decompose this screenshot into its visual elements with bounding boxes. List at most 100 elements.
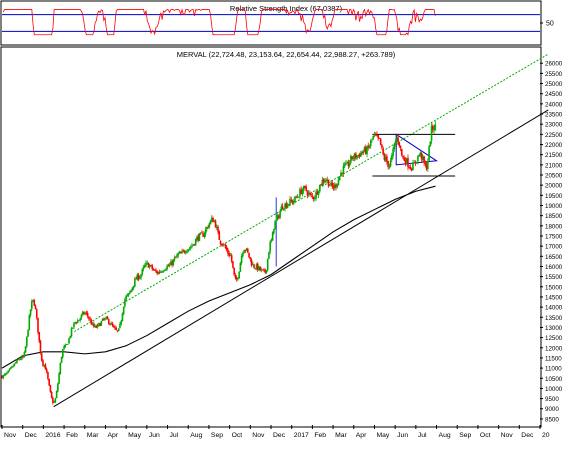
candle <box>2 374 5 380</box>
candle <box>398 141 401 148</box>
candle-body <box>347 162 350 167</box>
candle-body <box>110 323 113 325</box>
candle <box>412 159 414 171</box>
candle <box>352 155 355 162</box>
candle <box>177 251 180 258</box>
candle-body <box>330 182 332 185</box>
candle-body <box>89 318 91 320</box>
candle <box>278 214 280 220</box>
candle <box>13 363 16 367</box>
candle-body <box>348 162 351 166</box>
candle <box>63 344 65 351</box>
candle-body <box>320 184 322 186</box>
candle-body <box>172 259 175 266</box>
candle-body <box>76 320 79 323</box>
candle <box>153 268 156 271</box>
candle-body <box>258 266 260 270</box>
candle <box>405 157 408 166</box>
candle <box>227 247 229 257</box>
candle-body <box>161 271 163 273</box>
candle-body <box>168 264 171 267</box>
candle-body <box>9 367 12 369</box>
candle-body <box>8 369 11 371</box>
candle-body <box>65 344 68 345</box>
x-tick-label: Dec <box>25 432 38 439</box>
candle <box>141 268 144 277</box>
candle <box>325 178 327 183</box>
candle-body <box>287 204 290 205</box>
candle-body <box>57 383 59 392</box>
candle-body <box>83 312 85 315</box>
y-tick-label: 17500 <box>545 233 563 240</box>
candle <box>418 153 420 157</box>
candle-body <box>422 156 424 161</box>
candle-body <box>363 147 366 152</box>
candle <box>74 321 77 325</box>
candle <box>248 252 250 259</box>
candle <box>296 194 299 199</box>
candle <box>417 155 419 165</box>
candle-body <box>340 172 342 177</box>
candle-body <box>64 345 67 347</box>
candle <box>116 329 119 333</box>
candle-body <box>116 330 119 332</box>
candle-body <box>120 320 122 325</box>
candle <box>165 267 167 271</box>
candle-body <box>250 259 253 266</box>
candle <box>105 315 108 320</box>
candle <box>167 263 170 267</box>
candle-body <box>281 206 284 210</box>
candle <box>363 145 366 153</box>
candle-body <box>175 256 177 258</box>
candle-body <box>294 196 296 202</box>
candle <box>234 272 237 280</box>
candle-body <box>67 343 69 345</box>
candle-body <box>60 356 63 363</box>
candle <box>265 270 268 275</box>
candle <box>273 228 275 235</box>
candle-body <box>429 141 432 147</box>
candle <box>75 321 78 325</box>
x-tick-label: Sep <box>211 432 223 439</box>
candle-body <box>256 263 259 271</box>
candle <box>134 277 136 288</box>
candle <box>145 260 147 268</box>
candle-body <box>197 236 199 241</box>
candle <box>355 151 357 161</box>
candle-body <box>53 401 55 403</box>
candle <box>184 250 187 255</box>
candle <box>22 355 24 359</box>
candle <box>350 154 352 165</box>
candle <box>315 189 317 201</box>
candle <box>403 155 406 162</box>
candle <box>393 142 396 152</box>
candle <box>366 145 368 158</box>
candle <box>151 263 154 271</box>
candle <box>52 396 54 405</box>
candle-body <box>271 232 274 241</box>
candle <box>121 312 124 322</box>
candle-body <box>248 252 250 258</box>
candle <box>392 146 394 159</box>
candle <box>27 329 29 337</box>
candle <box>168 262 171 268</box>
candle <box>44 362 47 370</box>
x-tick-label: Dec <box>273 432 286 439</box>
y-tick-label: 17000 <box>545 244 563 251</box>
y-tick-label: 14500 <box>545 294 563 301</box>
candle-body <box>297 196 300 198</box>
candle <box>297 196 300 198</box>
candle-body <box>117 328 120 331</box>
candle-body <box>264 269 267 273</box>
candle <box>106 315 109 320</box>
y-tick-label: 10500 <box>545 376 563 383</box>
support-trendline <box>53 109 549 408</box>
candle <box>16 359 18 364</box>
candle <box>342 162 345 178</box>
candle-body <box>326 179 329 181</box>
candle <box>115 326 118 331</box>
candle-body <box>386 156 388 162</box>
candle-body <box>301 190 304 195</box>
candle <box>139 275 141 280</box>
candle-body <box>42 360 44 366</box>
